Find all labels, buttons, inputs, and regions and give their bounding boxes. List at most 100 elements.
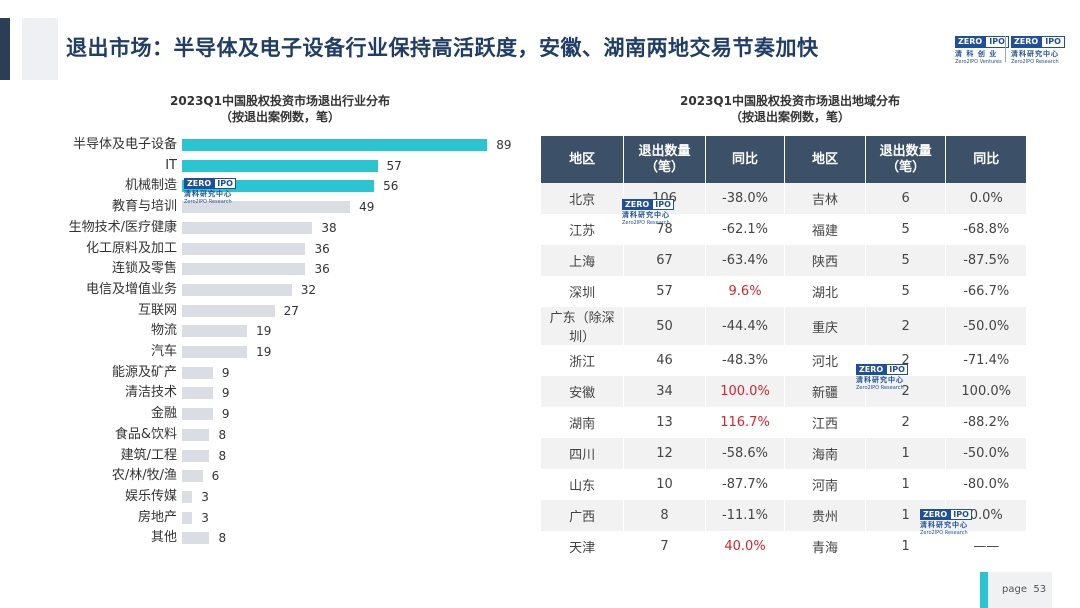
count-cell: 10 bbox=[623, 469, 706, 500]
yoy-cell: -58.6% bbox=[705, 438, 786, 469]
bar-value-label: 8 bbox=[218, 531, 227, 546]
bar bbox=[182, 387, 213, 400]
page-accent bbox=[980, 572, 988, 608]
bar bbox=[182, 263, 306, 276]
bar-category-label: 汽车 bbox=[150, 344, 177, 359]
region-cell: 湖北 bbox=[784, 276, 866, 307]
yoy-cell: 9.6% bbox=[705, 276, 786, 307]
region-cell: 北京 bbox=[541, 183, 625, 214]
bar-category-label: 互联网 bbox=[137, 302, 177, 318]
bar bbox=[182, 283, 292, 296]
table-header-row: 地区 退出数量（笔） 同比 地区 退出数量（笔） 同比 bbox=[541, 136, 1027, 183]
count-cell: 67 bbox=[623, 245, 706, 276]
region-cell: 河北 bbox=[784, 345, 866, 376]
bar bbox=[182, 325, 248, 338]
region-cell: 湖南 bbox=[541, 407, 625, 438]
page-number: page 53 bbox=[980, 572, 1052, 608]
bar-category-label: 生物技术/医疗健康 bbox=[68, 219, 177, 235]
page-value: 53 bbox=[1033, 584, 1047, 595]
title-bar: 退出市场：半导体及电子设备行业保持高活跃度，安徽、湖南两地交易节奏加快 bbox=[0, 18, 1080, 80]
logo-divider bbox=[1005, 36, 1006, 62]
bar bbox=[182, 366, 213, 379]
bar-category-label: 其他 bbox=[150, 530, 177, 546]
bar-value-label: 38 bbox=[321, 220, 337, 235]
count-cell: 7 bbox=[623, 531, 706, 562]
bar-value-label: 36 bbox=[314, 241, 330, 256]
yoy-cell: 116.7% bbox=[705, 407, 786, 438]
bar bbox=[182, 221, 313, 234]
yoy-cell: -50.0% bbox=[945, 307, 1027, 345]
bar-value-label: 9 bbox=[221, 386, 230, 401]
count-cell: 2 bbox=[865, 407, 947, 438]
region-cell: 安徽 bbox=[541, 376, 625, 407]
bar bbox=[182, 449, 210, 462]
bar-value-label: 27 bbox=[283, 303, 299, 318]
bar bbox=[182, 304, 275, 317]
region-cell: 山东 bbox=[541, 469, 625, 500]
table-row: 广东（除深圳） 50 -44.4% 重庆 2 -50.0% bbox=[541, 307, 1027, 345]
bar bbox=[182, 242, 306, 255]
table-row: 浙江 46 -48.3% 河北 2 -71.4% bbox=[541, 345, 1027, 376]
region-cell: 陕西 bbox=[784, 245, 866, 276]
bar-value-label: 9 bbox=[221, 365, 230, 380]
yoy-cell: 0.0% bbox=[945, 183, 1027, 214]
yoy-cell: -66.7% bbox=[945, 276, 1027, 307]
region-cell: 贵州 bbox=[784, 500, 866, 531]
region-cell: 海南 bbox=[784, 438, 866, 469]
yoy-cell: -63.4% bbox=[705, 245, 786, 276]
bar-value-label: 6 bbox=[211, 469, 220, 484]
bar bbox=[182, 490, 193, 503]
industry-chart-title: 2023Q1中国股权投资市场退出行业分布 （按退出案例数，笔） bbox=[170, 94, 390, 124]
page-label: page bbox=[1002, 584, 1027, 595]
yoy-cell: -88.2% bbox=[945, 407, 1027, 438]
bar-category-label: 物流 bbox=[150, 323, 177, 339]
bar-category-label: 机械制造 bbox=[124, 178, 177, 194]
bar-category-label: 娱乐传媒 bbox=[124, 488, 177, 504]
col-count-2: 退出数量（笔） bbox=[865, 136, 947, 183]
count-cell: 78 bbox=[623, 214, 706, 245]
zero2ipo-ventures-logo: ZERO IPO 清 科 创 业 Zero2IPO Ventures bbox=[955, 36, 1009, 65]
col-region-1: 地区 bbox=[541, 136, 625, 183]
bar bbox=[182, 139, 488, 151]
count-cell: 5 bbox=[865, 214, 947, 245]
bar-category-label: 建筑/工程 bbox=[120, 447, 177, 463]
region-cell: 福建 bbox=[784, 214, 866, 245]
bar bbox=[182, 159, 378, 172]
bar-value-label: 32 bbox=[300, 282, 317, 297]
bar-category-label: 清洁技术 bbox=[124, 385, 177, 401]
count-cell: 57 bbox=[623, 276, 706, 307]
bar-category-label: 连锁及零售 bbox=[111, 261, 177, 277]
watermark-logo: ZERO IPO 清科研究中心 Zero2IPO Research bbox=[920, 509, 972, 536]
bar-value-label: 8 bbox=[218, 427, 227, 442]
bar bbox=[182, 201, 351, 214]
bar-value-label: 57 bbox=[386, 158, 402, 173]
region-cell: 广东（除深圳） bbox=[541, 307, 625, 345]
yoy-cell: -87.5% bbox=[945, 245, 1027, 276]
table-row: 山东 10 -87.7% 河南 1 -80.0% bbox=[541, 469, 1027, 500]
region-cell: 深圳 bbox=[541, 276, 625, 307]
table-row: 天津 7 40.0% 青海 1 —— bbox=[541, 531, 1027, 562]
region-cell: 青海 bbox=[784, 531, 866, 562]
region-cell: 上海 bbox=[541, 245, 625, 276]
count-cell: 46 bbox=[623, 345, 706, 376]
count-cell: 2 bbox=[865, 307, 947, 345]
table-row: 安徽 34 100.0% 新疆 2 100.0% bbox=[541, 376, 1027, 407]
yoy-cell: -68.8% bbox=[945, 214, 1027, 245]
bar-value-label: 56 bbox=[383, 179, 399, 194]
count-cell: 2 bbox=[865, 376, 947, 407]
table-row: 上海 67 -63.4% 陕西 5 -87.5% bbox=[541, 245, 1027, 276]
yoy-cell: 40.0% bbox=[705, 531, 786, 562]
yoy-cell: -50.0% bbox=[945, 438, 1027, 469]
count-cell: 1 bbox=[865, 469, 947, 500]
count-cell: 34 bbox=[623, 376, 706, 407]
table-row: 广西 8 -11.1% 贵州 1 0.0% bbox=[541, 500, 1027, 531]
count-cell: 50 bbox=[623, 307, 706, 345]
bar bbox=[182, 408, 213, 421]
yoy-cell: -87.7% bbox=[705, 469, 786, 500]
zero2ipo-research-logo: ZERO IPO 清科研究中心 Zero2IPO Research bbox=[1011, 36, 1065, 65]
bar-value-label: 89 bbox=[496, 138, 512, 152]
yoy-cell: 100.0% bbox=[705, 376, 786, 407]
bar-category-label: 农/林/牧/渔 bbox=[111, 468, 177, 484]
bar bbox=[182, 346, 248, 358]
bar bbox=[182, 511, 193, 524]
